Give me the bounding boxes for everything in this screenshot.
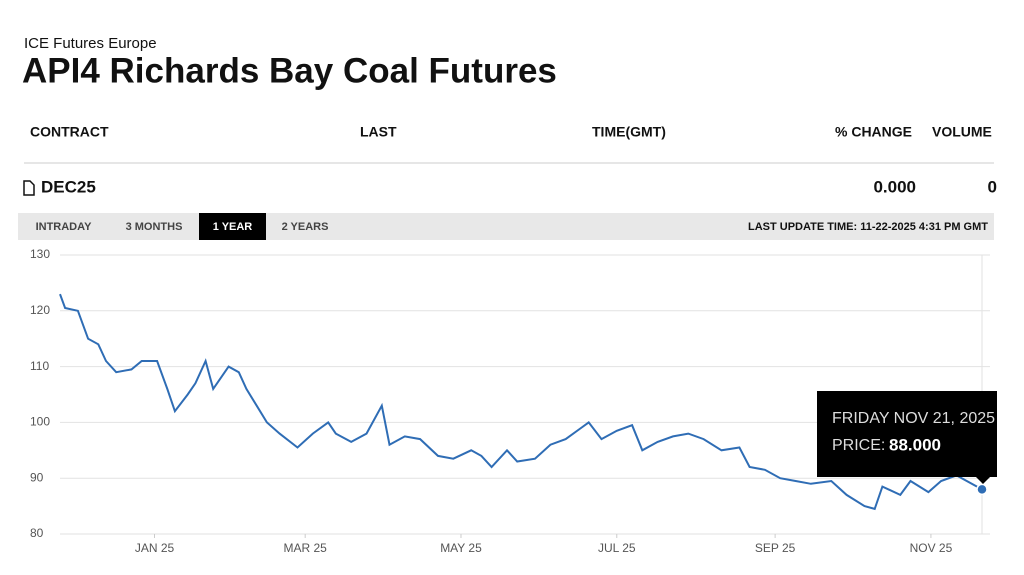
tooltip-price: 88.000 [889, 435, 941, 454]
y-tick-label: 110 [30, 359, 49, 373]
tab-active [199, 213, 266, 240]
tab[interactable]: 1 YEAR [213, 221, 253, 233]
hover-point [976, 483, 988, 496]
contract[interactable]: DEC25 [41, 177, 96, 196]
y-tick-label: 90 [30, 470, 44, 484]
x-tick-label: NOV 25 [910, 541, 953, 555]
column-header: CONTRACT [30, 124, 109, 140]
price-line [59, 293, 983, 511]
tooltip-price-label: PRICE: [832, 437, 885, 454]
column-header: TIME(GMT) [592, 124, 666, 140]
x-tick-label: JAN 25 [135, 541, 175, 555]
tab[interactable]: INTRADAY [36, 221, 92, 233]
tooltip-arrow [976, 477, 990, 484]
y-tick-label: 120 [30, 303, 50, 317]
y-tick-label: 100 [30, 415, 50, 429]
y-tick-label: 80 [30, 526, 44, 540]
x-tick-label: JUL 25 [598, 541, 636, 555]
last-update: LAST UPDATE TIME: 11-22-2025 4:31 PM GMT [748, 221, 988, 233]
change: 0.000 [873, 177, 916, 196]
x-tick-label: MAR 25 [284, 541, 328, 555]
exchange: ICE Futures Europe [24, 35, 157, 52]
file-icon [23, 180, 35, 196]
tooltip [817, 391, 997, 477]
tooltip-date: FRIDAY NOV 21, 2025 [832, 410, 995, 427]
page-title: API4 Richards Bay Coal Futures [22, 51, 557, 90]
tab[interactable]: 2 YEARS [282, 221, 329, 233]
y-tick-label: 130 [30, 247, 50, 261]
x-tick-label: SEP 25 [755, 541, 796, 555]
tab-bar [18, 213, 994, 240]
column-header: LAST [360, 124, 397, 140]
x-tick-label: MAY 25 [440, 541, 482, 555]
tab[interactable]: 3 MONTHS [126, 221, 183, 233]
volume: 0 [988, 177, 997, 196]
column-header: % CHANGE [835, 124, 912, 140]
column-header: VOLUME [932, 124, 992, 140]
